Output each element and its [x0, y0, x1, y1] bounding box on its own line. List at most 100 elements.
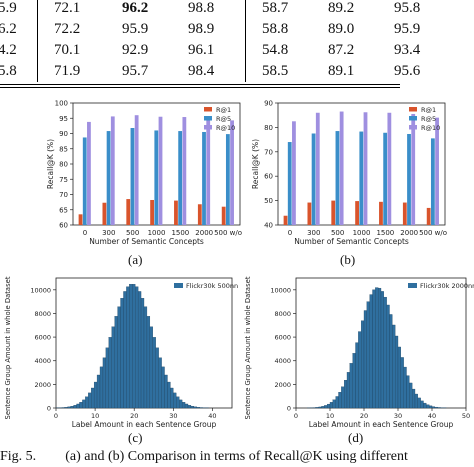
- histogram-bar: [327, 403, 331, 409]
- y-tick-label: 6000: [34, 334, 51, 342]
- bar-r10: [435, 117, 439, 225]
- y-tick-label: 95: [59, 115, 68, 123]
- bar-r5: [311, 133, 316, 225]
- histogram-bar: [123, 291, 127, 409]
- y-tick-label: 70: [264, 148, 273, 156]
- histogram-bar: [329, 402, 333, 409]
- table-row: 5.9 72.1 96.2 98.8 58.7 89.2 95.8: [0, 0, 474, 22]
- legend-label: R@5: [421, 115, 436, 123]
- bar-r10: [411, 113, 416, 225]
- x-tick-label: 500: [126, 229, 139, 237]
- x-tick-label: 50: [462, 412, 470, 420]
- x-tick-label: 0: [54, 412, 58, 420]
- histogram-bar: [406, 375, 410, 409]
- table-divider-mid: [245, 0, 246, 82]
- y-tick-label: 65: [59, 206, 68, 214]
- panel-label-c: (c): [128, 430, 143, 445]
- bar-r10: [134, 115, 139, 225]
- legend-label: R@1: [216, 106, 231, 114]
- x-tick-label: 0: [294, 412, 298, 420]
- histogram-bar: [85, 396, 89, 409]
- histogram-bar: [190, 406, 195, 409]
- histogram-bar: [358, 331, 362, 409]
- histogram-bar: [352, 353, 356, 409]
- caption-prefix: Fig. 5.: [0, 449, 37, 464]
- legend-swatch: [174, 283, 183, 288]
- bar-r1: [102, 202, 107, 225]
- table-cell: 58.7: [262, 0, 289, 16]
- x-tick-label: 20: [360, 412, 368, 420]
- table-cell: 95.7: [122, 63, 149, 79]
- table-cell: 93.4: [394, 42, 421, 58]
- bar-r1: [197, 204, 202, 225]
- histogram-bar: [170, 387, 174, 409]
- caption-text: (a) and (b) Comparison in terms of Recal…: [65, 449, 408, 464]
- histogram-bar: [158, 357, 162, 409]
- histogram-bar: [338, 392, 342, 409]
- y-tick-label: 10000: [30, 286, 51, 294]
- bar-r5: [430, 138, 435, 225]
- histogram-bar: [392, 324, 396, 409]
- table-cell: 71.9: [54, 63, 81, 79]
- x-tick-label: 20: [130, 412, 138, 420]
- table-divider-left: [37, 0, 38, 82]
- x-tick-label: 500: [331, 229, 344, 237]
- histogram-bar: [375, 287, 379, 409]
- histogram-bar: [395, 335, 399, 409]
- histogram-bar: [161, 366, 165, 409]
- y-tick-label: 85: [59, 145, 68, 153]
- histogram-bar: [193, 406, 197, 409]
- histogram-bar: [403, 366, 407, 409]
- histogram-bar: [332, 399, 336, 409]
- table-cell: 95.6: [394, 63, 421, 79]
- bar-r5: [407, 133, 411, 225]
- table-cell: 95.8: [394, 0, 421, 16]
- table-cell: 89.2: [328, 0, 355, 16]
- bar-r5: [106, 131, 111, 225]
- y-tick-label: 90: [264, 100, 273, 108]
- histogram-bar: [105, 347, 109, 409]
- bar-r10: [87, 121, 91, 225]
- legend-label: R@10: [216, 124, 235, 132]
- histogram-bar: [386, 304, 390, 409]
- bar-r10: [363, 112, 368, 225]
- figure-caption: Fig. 5. (a) and (b) Comparison in terms …: [0, 449, 474, 465]
- histogram-bar: [146, 316, 151, 409]
- histogram-bar: [346, 372, 350, 409]
- histogram-bar: [167, 381, 171, 409]
- y-tick-label: 90: [59, 130, 68, 138]
- bar-r5: [335, 131, 340, 225]
- histogram-bar: [111, 326, 115, 409]
- histogram-bar: [412, 388, 416, 409]
- histogram-bar: [378, 287, 382, 409]
- x-tick-label: 40: [428, 412, 436, 420]
- histogram-bar: [152, 337, 156, 409]
- x-tick-label: 10: [91, 412, 99, 420]
- x-tick-label: 10: [326, 412, 334, 420]
- x-tick-label: 1500: [376, 229, 394, 237]
- bar-r10: [206, 117, 211, 225]
- histogram-bar: [324, 405, 328, 409]
- table-cell: 96.2: [122, 0, 149, 16]
- bar-r5: [359, 131, 364, 225]
- histogram-bar: [135, 286, 139, 409]
- histogram-bar: [70, 406, 74, 409]
- table-cell: 98.4: [188, 63, 215, 79]
- histogram-bar: [321, 406, 325, 409]
- x-tick-label: 1000: [148, 229, 166, 237]
- legend-swatch: [409, 116, 417, 121]
- bar-r5: [287, 142, 292, 225]
- y-tick-label: 60: [264, 173, 273, 181]
- x-tick-label: 0: [288, 229, 292, 237]
- histogram-bar: [179, 399, 183, 409]
- histogram-bar: [414, 393, 418, 409]
- histogram-bar: [91, 387, 95, 409]
- x-tick-label: 300: [307, 229, 320, 237]
- histogram-bar: [88, 392, 92, 409]
- histogram-bar: [99, 366, 104, 409]
- bar-r5: [154, 130, 159, 225]
- histogram-bar: [79, 402, 83, 409]
- bar-r10: [182, 117, 187, 225]
- bar-r1: [283, 215, 288, 225]
